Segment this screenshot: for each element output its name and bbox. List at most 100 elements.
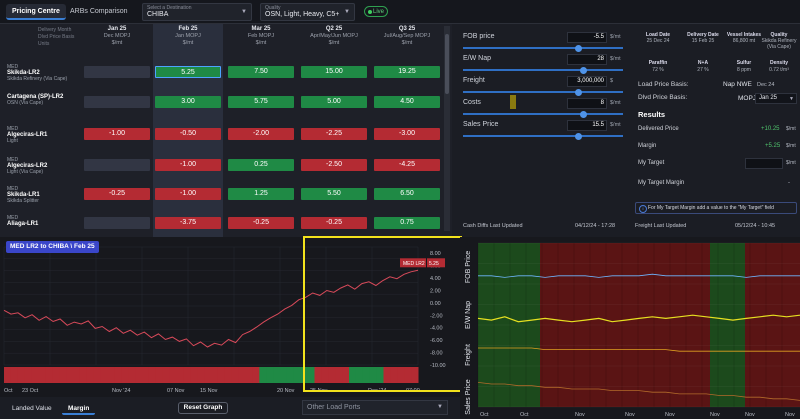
load-price-basis-value: Nap NWE: [723, 81, 752, 88]
slider-value-input[interactable]: 28: [567, 54, 607, 65]
price-cell[interactable]: -1.00: [155, 159, 221, 171]
column-header[interactable]: Jan 25 Dec MOPJ $/mt: [82, 26, 152, 47]
components-chart[interactable]: FOB Price E/W Nap Freight Sales Price Oct Oct…: [460, 237, 800, 419]
regime-bar: [238, 367, 246, 383]
price-cell[interactable]: -0.25: [228, 217, 294, 229]
regime-bar: [128, 367, 136, 383]
slider-handle[interactable]: [580, 110, 587, 118]
margin-history-chart[interactable]: 8.006.004.002.000.00-2.00-4.00-6.00-8.00…: [0, 237, 460, 397]
price-cell[interactable]: -0.25: [84, 188, 150, 200]
grid-scrollbar[interactable]: [444, 26, 450, 231]
price-cell[interactable]: -1.00: [84, 128, 150, 140]
slider-handle[interactable]: [580, 66, 587, 74]
info-banner: For My Target Margin add a value to the …: [635, 202, 797, 214]
price-cell[interactable]: -2.25: [301, 128, 367, 140]
info-value: 8 ppm: [737, 67, 751, 73]
component-series-line: [477, 382, 800, 401]
y-tick-label: -10.00: [430, 363, 446, 369]
price-cell[interactable]: 6.50: [374, 188, 440, 200]
reset-graph-button[interactable]: Reset Graph: [178, 402, 228, 414]
my-target-input[interactable]: [745, 158, 783, 169]
price-cell[interactable]: [84, 96, 150, 108]
tab-landed-value[interactable]: Landed Value: [12, 405, 52, 412]
product-row-label[interactable]: MED Skikda-LR2 Skikda Refinery (Via Cape): [7, 64, 67, 82]
component-axis-label: Freight: [465, 344, 472, 366]
x-tick-label: Nov: [710, 412, 720, 418]
price-cell[interactable]: [84, 217, 150, 229]
price-cell[interactable]: -3.00: [374, 128, 440, 140]
slider-track[interactable]: [463, 88, 623, 96]
other-load-ports-select[interactable]: Other Load Ports ▼: [302, 400, 448, 415]
price-cell[interactable]: 15.00: [301, 66, 367, 78]
product-name: Skikda-LR2: [7, 70, 40, 76]
delivered-price-value: +10.25: [761, 126, 780, 132]
price-cell[interactable]: -2.50: [301, 159, 367, 171]
price-cell[interactable]: 5.25: [155, 66, 221, 78]
row-label-dlvd-basis: Dlvd Price Basis: [38, 34, 75, 40]
regime-bar: [224, 367, 233, 383]
info-text: For My Target Margin add a value to the …: [648, 205, 774, 211]
price-cell[interactable]: 7.50: [228, 66, 294, 78]
price-cell[interactable]: [84, 66, 150, 78]
price-cell[interactable]: -3.75: [155, 217, 221, 229]
yellow-annotation-box: [303, 236, 462, 392]
slider-handle[interactable]: [575, 88, 583, 96]
column-header[interactable]: Feb 25 Jan MOPJ $/mt: [153, 26, 223, 47]
regime-bar: [342, 367, 350, 383]
destination-select[interactable]: Select a Destination CHIBA ▼: [142, 3, 252, 21]
price-cell[interactable]: 0.75: [374, 217, 440, 229]
slider-value-input[interactable]: 3,000,000: [567, 76, 607, 87]
slider-track[interactable]: [463, 44, 623, 52]
price-cell[interactable]: 5.75: [228, 96, 294, 108]
price-cell[interactable]: -1.00: [155, 188, 221, 200]
regime-bar: [328, 367, 336, 383]
slider-track[interactable]: [463, 132, 623, 140]
slider-value-input[interactable]: 8: [567, 98, 607, 109]
price-cell[interactable]: 3.00: [155, 96, 221, 108]
price-cell[interactable]: 4.50: [374, 96, 440, 108]
tab-arbs-comparison[interactable]: ARBs Comparison: [70, 8, 128, 15]
price-cell[interactable]: -4.25: [374, 159, 440, 171]
price-cell[interactable]: 19.25: [374, 66, 440, 78]
slider-handle[interactable]: [575, 132, 583, 140]
product-row-label[interactable]: MED Algeciras-LR2 Light (Via Cape): [7, 157, 47, 175]
quality-select[interactable]: Quality OSN, Light, Heavy, C5+ ▼: [260, 3, 355, 21]
slider-value-input[interactable]: 15.5: [567, 120, 607, 131]
price-cell[interactable]: [84, 159, 150, 171]
price-cell[interactable]: -2.00: [228, 128, 294, 140]
regime-bar: [121, 367, 129, 383]
column-header[interactable]: Mar 25 Feb MOPJ $/mt: [226, 26, 296, 47]
price-cell[interactable]: -0.25: [301, 217, 367, 229]
regime-bar: [293, 367, 302, 383]
slider-unit: $/mt: [610, 56, 621, 62]
grid-scrollbar-thumb[interactable]: [445, 34, 449, 94]
price-cell[interactable]: 0.25: [228, 159, 294, 171]
price-cell[interactable]: -0.50: [155, 128, 221, 140]
tab-pricing-centre[interactable]: Pricing Centre: [6, 4, 66, 20]
product-name: Cartagena (SP)-LR2: [7, 94, 64, 100]
info-value: 86,800 mt: [732, 38, 756, 44]
product-row-label[interactable]: MED Skikda-LR1 Skikda Splitter: [7, 186, 40, 204]
regime-bar: [197, 367, 205, 383]
y-tick-label: -6.00: [430, 338, 443, 344]
column-header[interactable]: Q3 25 Jul/Aug/Sep MOPJ $/mt: [372, 26, 442, 47]
price-cell[interactable]: 5.00: [301, 96, 367, 108]
quality-value: OSN, Light, Heavy, C5+: [265, 11, 340, 18]
tab-margin[interactable]: Margin: [62, 402, 96, 415]
slider-track[interactable]: [463, 110, 623, 118]
slider-track[interactable]: [463, 66, 623, 74]
product-region: MED: [7, 215, 19, 221]
price-cell[interactable]: 5.50: [301, 188, 367, 200]
regime-bar: [148, 367, 157, 383]
product-row-label[interactable]: MED Algeciras-LR1 Light: [7, 126, 47, 144]
product-row-label[interactable]: MED Aliaga-LR1: [7, 215, 38, 227]
column-header[interactable]: Q2 25 Apr/May/Jun MOPJ $/mt: [299, 26, 369, 47]
my-target-unit: $/mt: [786, 160, 796, 166]
dlvd-month-select[interactable]: Jan 25 ▼: [755, 93, 797, 104]
price-cell[interactable]: 1.25: [228, 188, 294, 200]
regime-bar: [383, 367, 391, 383]
slider-handle[interactable]: [575, 44, 583, 52]
slider-value-input[interactable]: -5.5: [567, 32, 607, 43]
product-row-label[interactable]: Cartagena (SP)-LR2 OSN (Via Cape): [7, 94, 63, 106]
info-value: Skikda Refinery (Via Cape): [761, 38, 797, 50]
